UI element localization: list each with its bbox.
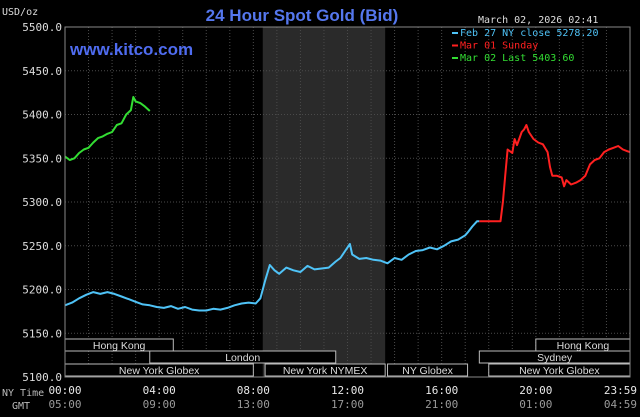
x-tick-label-ny: 23:59: [604, 384, 637, 397]
series-layer: [64, 96, 631, 312]
x-tick-label-gmt: 17:00: [331, 398, 364, 411]
legend: Feb 27 NY close 5278.20 Mar 01 SundayMar …: [452, 28, 598, 64]
session-label: New York NYMEX: [283, 365, 368, 377]
session-bar: [387, 363, 469, 377]
x-tick-label-ny: 08:00: [237, 384, 270, 397]
y-tick-label: 5100.0: [22, 371, 62, 384]
x-tick-label-ny: 20:00: [519, 384, 552, 397]
kitco-watermark: www.kitco.com: [69, 40, 193, 59]
series-line: [64, 96, 151, 161]
y-tick-label: 5450.0: [22, 65, 62, 78]
session-label: Hong Kong: [557, 340, 610, 352]
plot-frame: [64, 26, 631, 378]
y-tick-label: 5500.0: [22, 21, 62, 34]
legend-label: Mar 02 Last 5403.60: [460, 53, 574, 64]
x-tick-label-gmt: 09:00: [143, 398, 176, 411]
x-tick-label-gmt: 05:00: [48, 398, 81, 411]
y-tick-label: 5250.0: [22, 240, 62, 253]
session-label: Hong Kong: [93, 340, 146, 352]
x-tick-label-ny: 12:00: [331, 384, 364, 397]
y-axis-unit-label: USD/oz: [2, 7, 38, 18]
x-tick-label-gmt: 04:59: [604, 398, 637, 411]
y-tick-label: 5400.0: [22, 109, 62, 122]
session-label: New York Globex: [519, 365, 600, 377]
x-tick-label-gmt: 21:00: [425, 398, 458, 411]
y-tick-label: 5200.0: [22, 284, 62, 297]
x-tick-label-ny: 04:00: [143, 384, 176, 397]
session-label: London: [225, 352, 260, 364]
session-bar: [264, 363, 386, 377]
x-tick-label-gmt: 01:00: [519, 398, 552, 411]
ny-time-row-label: NY Time: [2, 388, 44, 399]
grid-layer: [65, 26, 630, 378]
legend-label: Feb 27 NY close 5278.20: [460, 28, 598, 39]
legend-label: Mar 01 Sunday: [460, 41, 538, 52]
y-tick-label: 5150.0: [22, 327, 62, 340]
y-tick-label: 5300.0: [22, 196, 62, 209]
y-axis-labels: 5100.0 5150.0 5200.0 5250.0 5300.0 5350.0 5400…: [22, 21, 62, 384]
session-label: NY Globex: [402, 365, 453, 377]
chart-title: 24 Hour Spot Gold (Bid): [206, 6, 399, 25]
x-tick-label-ny: 16:00: [425, 384, 458, 397]
session-bar: [149, 350, 337, 364]
series-line: [479, 124, 631, 223]
session-label: Sydney: [537, 352, 573, 364]
y-tick-label: 5350.0: [22, 152, 62, 165]
x-tick-label-gmt: 13:00: [237, 398, 270, 411]
gmt-row-label: GMT: [12, 401, 30, 412]
session-label: New York Globex: [119, 365, 200, 377]
x-tick-label-ny: 00:00: [48, 384, 81, 397]
series-line: [64, 220, 480, 312]
timestamp-label: March 02, 2026 02:41: [478, 15, 598, 26]
